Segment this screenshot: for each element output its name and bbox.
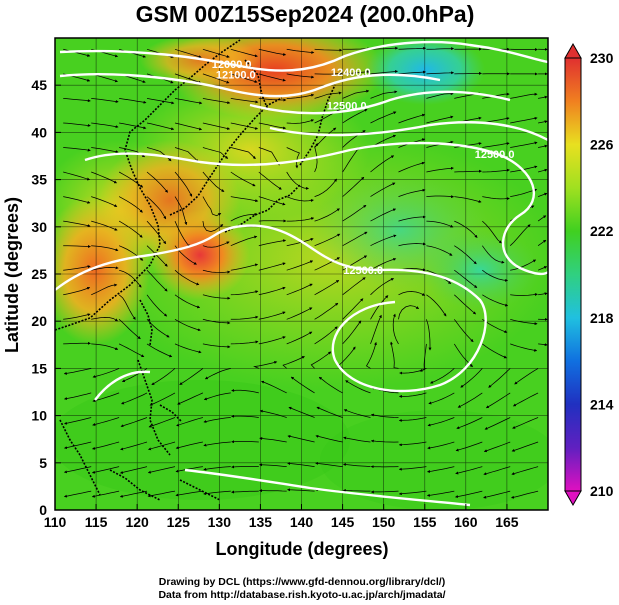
x-tick-label: 140	[290, 514, 314, 530]
x-tick-label: 150	[372, 514, 396, 530]
y-tick-label: 15	[31, 360, 47, 376]
y-tick-label: 20	[31, 313, 47, 329]
colorbar-tick-label: 218	[590, 310, 614, 326]
colorbar: 230 226 222 218 214 210	[564, 42, 614, 507]
x-tick-label: 160	[454, 514, 478, 530]
y-tick-label: 25	[31, 266, 47, 282]
y-tick-label: 45	[31, 77, 47, 93]
x-tick-label: 155	[413, 514, 437, 530]
colorbar-tick-label: 226	[590, 137, 614, 153]
colorbar-tick-label: 230	[590, 50, 614, 66]
map-title: GSM 00Z15Sep2024 (200.0hPa)	[136, 1, 475, 27]
colorbar-tick-label: 210	[590, 483, 614, 499]
contour-label: 12000.0	[212, 59, 252, 71]
x-tick-label: 110	[44, 514, 67, 530]
contour-label: 12400.0	[331, 67, 371, 79]
y-tick-label: 0	[39, 502, 47, 518]
colorbar-bottom-arrow	[564, 490, 582, 507]
y-axis-ticks: 0 5 10 15 20 25 30 35 40 45	[31, 77, 61, 518]
contour-label: 12100.0	[216, 70, 256, 82]
x-axis-ticks: 110 115 120 125 130 135 140 145 150 155 160 165	[44, 504, 519, 530]
colorbar-tick-label: 222	[590, 223, 614, 239]
x-tick-label: 165	[495, 514, 519, 530]
coastline	[55, 39, 336, 501]
contour-label: 12500.0	[327, 101, 367, 113]
x-tick-label: 125	[167, 514, 191, 530]
height-contours	[55, 40, 548, 507]
colorbar-tick-label: 214	[590, 396, 614, 412]
contour-label: 12500.0	[343, 265, 383, 277]
y-axis-label: Latitude (degrees)	[2, 197, 22, 353]
y-tick-label: 30	[31, 219, 47, 235]
x-axis-label: Longitude (degrees)	[215, 539, 388, 559]
y-tick-label: 5	[39, 455, 47, 471]
colorbar-top-arrow	[564, 42, 582, 59]
y-tick-label: 10	[31, 408, 47, 424]
y-tick-label: 35	[31, 172, 47, 188]
x-tick-label: 120	[125, 514, 149, 530]
x-tick-label: 135	[249, 514, 273, 530]
credit-data: Data from http://database.rish.kyoto-u.a…	[158, 589, 445, 601]
x-tick-label: 145	[331, 514, 355, 530]
y-tick-label: 40	[31, 124, 47, 140]
credit-drawing: Drawing by DCL (https://www.gfd-dennou.o…	[159, 576, 445, 588]
x-tick-label: 130	[208, 514, 232, 530]
contour-label: 12500.0	[475, 149, 515, 161]
x-tick-label: 115	[85, 514, 108, 530]
